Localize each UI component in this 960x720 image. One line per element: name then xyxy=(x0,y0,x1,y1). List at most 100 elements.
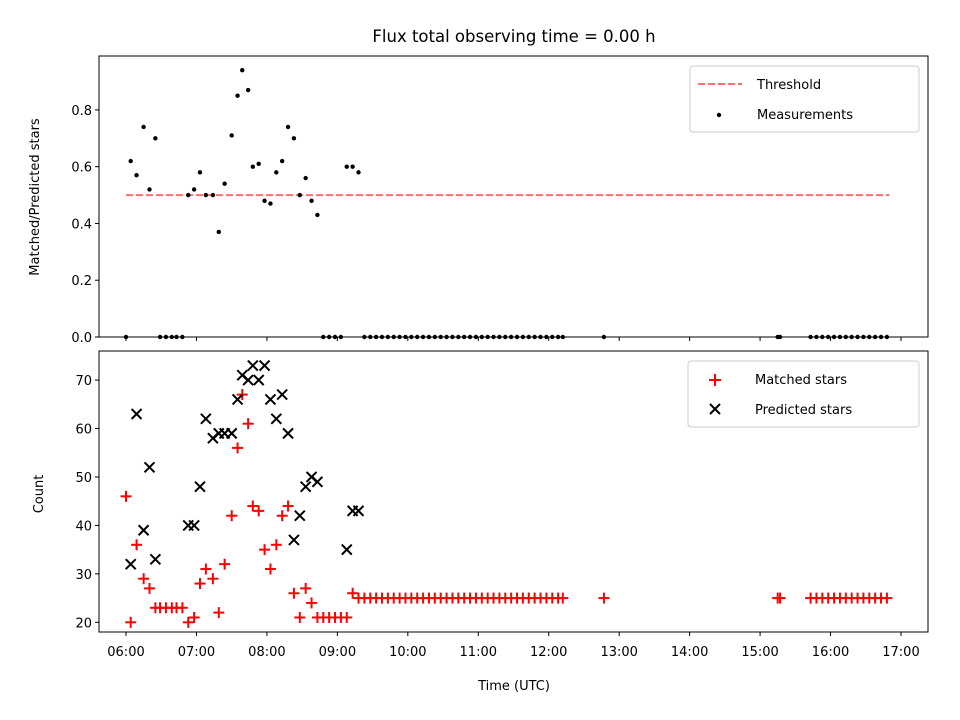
matched-star-marker xyxy=(598,592,610,604)
matched-star-marker xyxy=(247,500,259,512)
measurement-point xyxy=(186,192,191,198)
measurement-point xyxy=(245,87,251,93)
predicted-star-marker xyxy=(258,359,271,372)
legend-predicted-swatch xyxy=(709,403,721,415)
matched-star-marker xyxy=(125,616,137,628)
bottom-x-axis: 06:00 07:00 08:00 09:00 10:00 11:00 12:00 13:00… xyxy=(107,632,920,660)
legend-matched-label: Matched stars xyxy=(755,373,847,388)
predicted-star-marker xyxy=(288,534,300,546)
legend-matched-swatch xyxy=(709,374,721,386)
measurement-point xyxy=(461,334,467,340)
matched-star-marker xyxy=(294,611,306,623)
measurement-point xyxy=(368,334,373,340)
predicted-star-marker xyxy=(311,476,324,488)
top-y-tick-label: 0.4 xyxy=(71,217,92,232)
x-axis-label: Time (UTC) xyxy=(477,679,550,694)
measurement-point xyxy=(825,334,831,340)
measurement-point xyxy=(147,187,152,192)
measurement-point xyxy=(843,334,849,340)
predicted-star-marker xyxy=(299,480,312,493)
measurement-point xyxy=(362,334,367,340)
measurement-point xyxy=(777,334,783,340)
measurement-point xyxy=(560,334,566,340)
x-tick-label: 10:00 xyxy=(389,645,426,660)
matched-star-marker xyxy=(182,616,194,628)
measurement-point xyxy=(420,334,426,340)
matched-star-marker xyxy=(288,587,300,599)
top-legend-box xyxy=(689,65,920,133)
measurement-point xyxy=(514,334,520,340)
matched-star-marker xyxy=(219,558,231,570)
top-x-ticks xyxy=(125,337,902,341)
predicted-star-marker xyxy=(352,505,365,517)
matched-star-marker xyxy=(253,505,265,517)
predicted-star-marker xyxy=(130,408,143,420)
matched-star-marker xyxy=(207,573,219,585)
measurement-point xyxy=(250,164,256,169)
legend-measurements-swatch xyxy=(716,112,722,118)
legend-threshold-label: Threshold xyxy=(756,78,821,93)
predicted-star-marker xyxy=(270,413,283,425)
top-y-axis-label: Matched/Predicted stars xyxy=(28,118,43,276)
predicted-star-marker xyxy=(137,524,150,536)
measurement-point xyxy=(256,161,261,167)
bottom-y-tick-label: 20 xyxy=(75,616,92,631)
measurement-point xyxy=(544,334,549,340)
x-tick-label: 13:00 xyxy=(600,645,637,660)
top-y-tick-label: 0.6 xyxy=(71,161,92,176)
predicted-star-marker xyxy=(194,480,206,493)
matched-star-marker xyxy=(131,539,143,551)
measurement-point xyxy=(403,334,408,340)
measurement-point xyxy=(169,334,175,340)
bottom-y-tick-label: 40 xyxy=(75,519,92,534)
measurement-point xyxy=(350,164,355,169)
bottom-y-axis: 20 30 40 50 60 70 xyxy=(75,374,99,631)
figure-title: Flux total observing time = 0.00 h xyxy=(372,27,655,46)
predicted-star-marker xyxy=(242,374,254,386)
measurement-point xyxy=(315,212,320,218)
measurement-point xyxy=(555,334,561,340)
measurement-point xyxy=(235,93,240,98)
measurement-point xyxy=(141,124,146,130)
predicted-star-marker xyxy=(143,461,156,473)
top-legend: Threshold Measurements xyxy=(689,65,920,133)
measurement-point xyxy=(550,334,555,340)
matched-star-marker xyxy=(242,418,254,430)
measurement-point xyxy=(210,192,216,198)
x-tick-label: 11:00 xyxy=(460,645,497,660)
measurement-point xyxy=(485,334,490,340)
matched-star-marker xyxy=(341,611,353,623)
predicted-star-marker xyxy=(264,393,277,406)
predicted-star-marker xyxy=(341,543,353,556)
measurement-point xyxy=(391,334,396,340)
predicted-star-marker xyxy=(124,558,137,570)
matched-star-marker xyxy=(143,582,155,594)
matched-star-marker xyxy=(282,500,294,512)
bottom-y-tick-label: 50 xyxy=(75,471,92,486)
top-y-axis: 0.0 0.2 0.4 0.6 0.8 xyxy=(71,104,99,346)
measurement-point xyxy=(356,170,361,175)
legend-predicted-label: Predicted stars xyxy=(755,403,852,418)
measurement-point xyxy=(344,164,349,169)
measurement-points xyxy=(123,67,890,340)
measurement-point xyxy=(379,334,385,340)
measurement-point xyxy=(444,334,449,340)
measurement-point xyxy=(191,187,197,192)
measurement-point xyxy=(520,334,526,340)
matched-star-marker xyxy=(232,442,244,454)
x-tick-label: 17:00 xyxy=(882,645,919,660)
matched-star-marker xyxy=(138,573,150,585)
measurement-point xyxy=(867,334,872,340)
matched-star-marker xyxy=(200,563,212,575)
top-y-tick-label: 0.8 xyxy=(71,104,92,119)
matched-star-marker xyxy=(259,544,271,556)
measurement-point xyxy=(268,201,273,206)
measurement-point xyxy=(855,334,860,340)
predicted-star-marker xyxy=(247,359,259,372)
matched-star-marker xyxy=(270,539,282,551)
matched-star-marker xyxy=(176,602,188,614)
measurement-point xyxy=(601,334,607,340)
bottom-y-axis-label: Count xyxy=(32,475,47,514)
top-plot-panel: 0.00.20.40.60.8 Matched/Predicted stars … xyxy=(28,55,929,346)
